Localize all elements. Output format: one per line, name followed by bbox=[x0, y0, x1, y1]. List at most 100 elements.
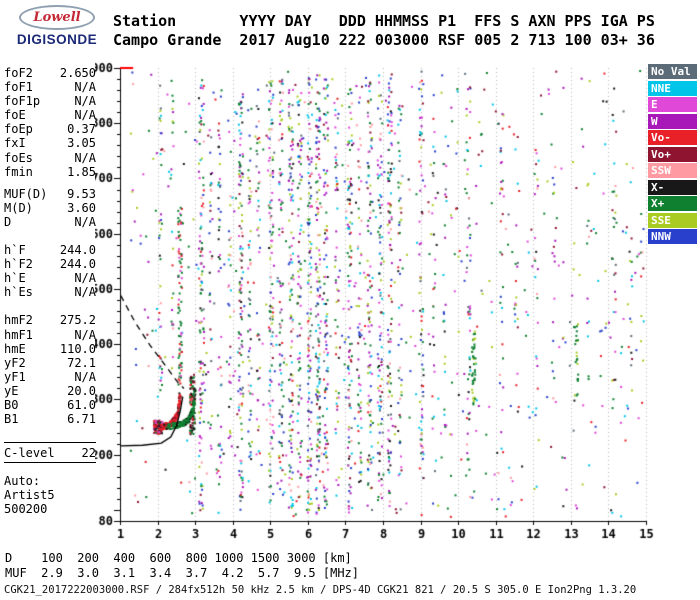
logo-lowell-text: Lowell bbox=[33, 10, 81, 25]
lowell-digisonde-logo: Lowell DIGISONDE bbox=[8, 5, 106, 47]
d-scale-row: D 100 200 400 600 800 1000 1500 3000 [km… bbox=[5, 551, 352, 565]
parameter-group: C-level 22 bbox=[4, 442, 96, 464]
parameter-group: MUF(D) 9.53 M(D) 3.60 D N/A bbox=[4, 187, 96, 229]
parameter-group: hmF2 275.2 hmF1 N/A hmE 110.0 yF2 72.1 yF1 N/A yE 2… bbox=[4, 313, 96, 426]
legend-item-ssw: SSW bbox=[648, 163, 697, 178]
param-artist5: Artist5 bbox=[4, 488, 96, 502]
footer-info-line: CGK21_2017222003000.RSF / 284fx512h 50 k… bbox=[4, 584, 637, 596]
param-value: N/A bbox=[74, 94, 96, 109]
param-value: 0.37 bbox=[67, 122, 96, 137]
param-value: N/A bbox=[74, 271, 96, 286]
doppler-direction-legend: No Val NNE E W Vo- Vo+ SSW X- X+ SSE NNW bbox=[648, 64, 697, 246]
param-fof1p: foF1p N/A bbox=[4, 94, 96, 108]
param-value: 110.0 bbox=[59, 341, 96, 356]
param-foep: foEp 0.37 bbox=[4, 122, 96, 136]
param-yf2: yF2 72.1 bbox=[4, 356, 96, 370]
param-b1: B1 6.71 bbox=[4, 412, 96, 426]
param-label: fmin bbox=[4, 164, 33, 179]
param-value: 20.0 bbox=[67, 383, 96, 398]
param-md: M(D) 3.60 bbox=[4, 201, 96, 215]
param-value: 22 bbox=[81, 446, 96, 461]
param-label: yF1 bbox=[4, 369, 26, 384]
legend-item-vo-: Vo- bbox=[648, 130, 697, 145]
param-label: h`Es bbox=[4, 285, 33, 300]
param-value: 3.60 bbox=[67, 200, 96, 215]
param-value: N/A bbox=[74, 214, 96, 229]
param-label: M(D) bbox=[4, 200, 33, 215]
param-ye: yE 20.0 bbox=[4, 384, 96, 398]
param-label: h`F bbox=[4, 243, 26, 258]
ionogram-plot-canvas bbox=[95, 60, 660, 540]
param-value: N/A bbox=[74, 327, 96, 342]
legend-item-x-: X- bbox=[648, 179, 697, 195]
param-value: 2.650 bbox=[59, 66, 96, 80]
param-hf2: h`F2 244.0 bbox=[4, 257, 96, 271]
param-value: N/A bbox=[74, 285, 96, 300]
param-label: MUF(D) bbox=[4, 186, 48, 201]
param-clevel: C-level 22 bbox=[4, 442, 96, 464]
param-value: 244.0 bbox=[59, 257, 96, 272]
param-label: foEp bbox=[4, 122, 33, 137]
parameter-group: foF2 2.650 foF1 N/A foF1p N/A foE N/A foEp 0.37 fx… bbox=[4, 66, 96, 179]
param-label: D bbox=[4, 214, 12, 229]
param-label: h`E bbox=[4, 271, 26, 286]
logo-digisonde-text: DIGISONDE bbox=[16, 32, 98, 47]
scaled-parameters-panel: foF2 2.650 foF1 N/A foF1p N/A foE N/A foEp 0.37 fx… bbox=[4, 66, 96, 524]
param-label: yE bbox=[4, 383, 19, 398]
lowell-logo-oval: Lowell bbox=[19, 5, 95, 30]
legend-item-no-val: No Val bbox=[648, 64, 697, 79]
param-label: Auto: bbox=[4, 474, 41, 489]
param-fof1: foF1 N/A bbox=[4, 80, 96, 94]
param-label: foF2 bbox=[4, 66, 33, 80]
legend-item-vo+: Vo+ bbox=[648, 146, 697, 162]
param-value: N/A bbox=[74, 369, 96, 384]
param-fxi: fxI 3.05 bbox=[4, 136, 96, 150]
param-value: 9.53 bbox=[67, 186, 96, 201]
param-d: D N/A bbox=[4, 215, 96, 229]
param-yf1: yF1 N/A bbox=[4, 370, 96, 384]
legend-item-sse: SSE bbox=[648, 212, 697, 228]
param-hmf1: hmF1 N/A bbox=[4, 328, 96, 342]
param-value: N/A bbox=[74, 108, 96, 123]
legend-item-w: W bbox=[648, 113, 697, 129]
param-foes: foEs N/A bbox=[4, 151, 96, 165]
param-value: 244.0 bbox=[59, 243, 96, 258]
param-label: foF1p bbox=[4, 94, 41, 109]
param-value: 6.71 bbox=[67, 412, 96, 427]
param-hmf2: hmF2 275.2 bbox=[4, 313, 96, 327]
param-label: C-level bbox=[4, 446, 55, 461]
param-he: h`E N/A bbox=[4, 271, 96, 285]
param-value: 1.85 bbox=[67, 164, 96, 179]
header-field-names: Station YYYY DAY DDD HHMMSS P1 FFS S AXN… bbox=[113, 12, 655, 30]
legend-item-nnw: NNW bbox=[648, 229, 697, 244]
param-fmin: fmin 1.85 bbox=[4, 165, 96, 179]
param-label: hmE bbox=[4, 341, 26, 356]
param-value: 275.2 bbox=[59, 313, 96, 328]
param-hme: hmE 110.0 bbox=[4, 342, 96, 356]
param-value: 61.0 bbox=[67, 397, 96, 412]
param-fof2: foF2 2.650 bbox=[4, 66, 96, 80]
param-auto: Auto: bbox=[4, 474, 96, 488]
param-label: foEs bbox=[4, 150, 33, 165]
param-label: h`F2 bbox=[4, 257, 33, 272]
param-foe: foE N/A bbox=[4, 108, 96, 122]
param-label: 500200 bbox=[4, 502, 48, 517]
param-label: Artist5 bbox=[4, 488, 55, 503]
param-label: hmF2 bbox=[4, 313, 33, 328]
param-value: N/A bbox=[74, 80, 96, 95]
parameter-group: Auto: Artist5 500200 bbox=[4, 474, 96, 516]
param-label: hmF1 bbox=[4, 327, 33, 342]
param-label: foF1 bbox=[4, 80, 33, 95]
header-field-values: Campo Grande 2017 Aug10 222 003000 RSF 0… bbox=[113, 31, 655, 49]
param-label: fxI bbox=[4, 136, 26, 151]
param-hf: h`F 244.0 bbox=[4, 243, 96, 257]
legend-item-e: E bbox=[648, 97, 697, 112]
param-value: N/A bbox=[74, 150, 96, 165]
param-label: yF2 bbox=[4, 355, 26, 370]
param-hes: h`Es N/A bbox=[4, 285, 96, 299]
param-label: foE bbox=[4, 108, 26, 123]
param-label: B1 bbox=[4, 412, 19, 427]
muf-scale-row: MUF 2.9 3.0 3.1 3.4 3.7 4.2 5.7 9.5 [MHz… bbox=[5, 566, 360, 580]
param-label: B0 bbox=[4, 397, 19, 412]
